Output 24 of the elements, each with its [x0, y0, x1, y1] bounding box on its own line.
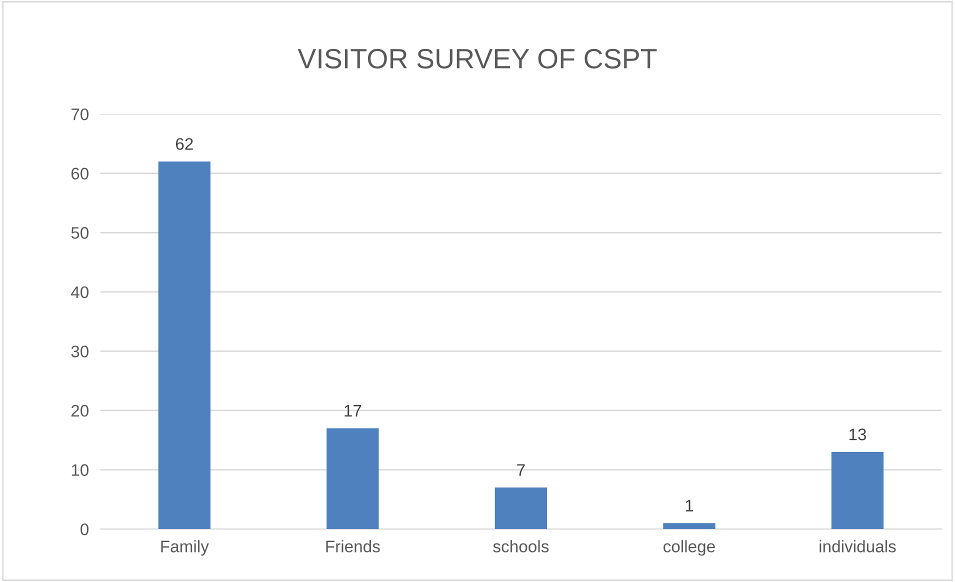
data-label: 62 — [176, 138, 193, 150]
data-label: 17 — [344, 405, 362, 416]
x-tick-label: Family — [161, 540, 209, 556]
bar — [494, 488, 548, 530]
y-tick-label: 50 — [71, 227, 89, 239]
y-tick-label: 30 — [71, 346, 89, 358]
bar — [831, 452, 884, 530]
x-tick-label: Friends — [326, 540, 380, 552]
y-tick-label: 0 — [80, 523, 89, 536]
x-tick-label: schools — [493, 540, 549, 552]
y-tick-label: 70 — [71, 108, 89, 120]
data-label: 13 — [849, 428, 866, 440]
bar — [326, 428, 379, 530]
data-label: 7 — [517, 464, 525, 476]
bar — [663, 523, 716, 530]
y-tick-label: 40 — [71, 286, 89, 298]
x-tick-label: college — [664, 540, 715, 556]
x-tick-label: individuals — [820, 540, 896, 552]
data-label: 1 — [686, 500, 694, 512]
y-tick-label: 60 — [71, 168, 89, 180]
chart-title: VISITOR SURVEY OF CSPT — [298, 48, 657, 69]
bar — [158, 161, 210, 530]
y-tick-label: 10 — [72, 464, 89, 476]
y-tick-label: 20 — [71, 404, 89, 417]
